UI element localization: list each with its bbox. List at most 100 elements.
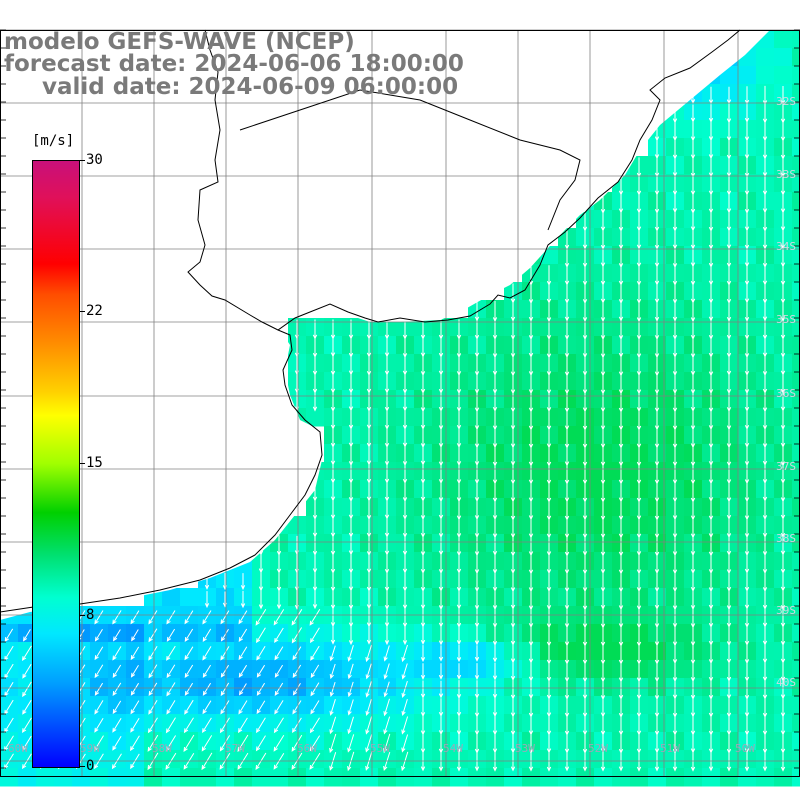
wind-arrow <box>238 610 248 625</box>
wind-arrow <box>147 717 158 734</box>
wind-speed-cell <box>162 768 181 787</box>
lon-label: 54W <box>443 742 463 755</box>
wind-arrow <box>166 628 176 642</box>
wind-arrow <box>166 682 176 697</box>
wind-arrow <box>183 734 195 752</box>
wind-arrow <box>420 626 426 645</box>
wind-arrow <box>492 680 498 699</box>
wind-speed-cell <box>792 714 800 733</box>
wind-speed-cell <box>792 480 800 499</box>
wind-speed-cell <box>108 642 127 661</box>
wind-arrow <box>202 646 212 661</box>
wind-speed-cell <box>216 678 235 697</box>
wind-arrow <box>220 682 230 697</box>
wind-speed-cell <box>180 768 199 787</box>
wind-speed-cell <box>144 678 163 697</box>
lat-label: 35S <box>776 313 796 326</box>
wind-speed-cell <box>162 642 181 661</box>
wind-speed-cell <box>144 696 163 715</box>
wind-arrow <box>202 700 212 715</box>
wind-arrow <box>112 700 122 715</box>
wind-arrow <box>309 608 321 626</box>
wind-arrow <box>329 645 336 662</box>
wind-speed-cell <box>90 696 109 715</box>
wind-speed-cell <box>126 696 145 715</box>
wind-speed-cell <box>306 678 325 697</box>
wind-speed-cell <box>792 426 800 445</box>
wind-speed-cell <box>252 714 271 733</box>
wind-arrow <box>255 608 267 626</box>
colorbar-tick-8: 8 <box>86 607 95 623</box>
wind-speed-cell <box>756 48 775 67</box>
wind-speed-cell <box>792 282 800 301</box>
wind-arrow <box>94 682 104 696</box>
wind-speed-cell <box>324 768 343 787</box>
wind-speed-cell <box>90 678 109 697</box>
wind-speed-cell <box>216 732 235 751</box>
wind-speed-cell <box>792 750 800 769</box>
wind-arrow <box>347 734 355 753</box>
wind-speed-cell <box>216 750 235 769</box>
wind-speed-cell <box>792 462 800 481</box>
wind-speed-cell <box>162 678 181 697</box>
colorbar-tick-15: 15 <box>86 455 103 471</box>
wind-arrow <box>365 644 372 663</box>
wind-speed-cell <box>738 768 757 787</box>
wind-arrow <box>130 646 140 661</box>
wind-arrow <box>347 645 354 662</box>
wind-speed-cell <box>666 768 685 787</box>
wind-speed-cell <box>18 732 37 751</box>
wind-speed-cell <box>252 678 271 697</box>
wind-speed-cell <box>162 696 181 715</box>
colorbar-tick-0: 0 <box>86 758 95 774</box>
land-polygon <box>0 30 322 620</box>
wind-speed-cell <box>792 498 800 517</box>
wind-speed-cell <box>738 66 757 85</box>
wind-speed-cell <box>792 732 800 751</box>
wind-speed-cell <box>162 750 181 769</box>
lat-label: 36S <box>776 387 796 400</box>
wind-speed-cell <box>198 696 217 715</box>
wind-speed-cell <box>594 768 613 787</box>
coastline-river-plate <box>239 89 581 231</box>
wind-speed-cell <box>162 624 181 643</box>
wind-arrow <box>474 625 480 646</box>
wind-speed-cell <box>90 624 109 643</box>
wind-arrow <box>365 716 373 735</box>
wind-speed-cell <box>198 624 217 643</box>
wind-arrow <box>690 104 696 123</box>
wind-arrow <box>93 735 104 752</box>
wind-speed-cell <box>792 372 800 391</box>
lon-label: 50W <box>735 742 755 755</box>
wind-arrow <box>130 664 139 678</box>
wind-speed-cell <box>792 408 800 427</box>
wind-arrow <box>274 646 284 661</box>
wind-arrow <box>292 700 302 715</box>
wind-arrow <box>273 717 284 734</box>
wind-arrow <box>438 625 444 646</box>
wind-speed-cell <box>216 714 235 733</box>
wind-speed-cell <box>0 678 19 697</box>
colorbar-tickmark <box>79 766 85 767</box>
wind-arrow <box>329 699 336 716</box>
wind-speed-cell <box>612 768 631 787</box>
colorbar-tickmark <box>79 615 85 616</box>
wind-arrow <box>255 717 266 734</box>
colorbar-tickmark <box>79 463 85 464</box>
wind-arrow <box>274 664 284 678</box>
wind-arrow <box>348 626 354 646</box>
wind-arrow <box>220 610 230 625</box>
wind-speed-cell <box>198 714 217 733</box>
wind-speed-cell <box>792 552 800 571</box>
wind-speed-cell <box>306 714 325 733</box>
wind-speed-cell <box>234 696 253 715</box>
wind-speed-cell <box>18 642 37 661</box>
wind-arrow <box>112 664 122 678</box>
wind-speed-cell <box>270 732 289 751</box>
wind-arrow <box>383 663 390 680</box>
wind-arrow <box>202 610 212 625</box>
wind-speed-cell <box>234 642 253 661</box>
wind-speed-cell <box>792 642 800 661</box>
coastline-argentina <box>0 329 323 613</box>
